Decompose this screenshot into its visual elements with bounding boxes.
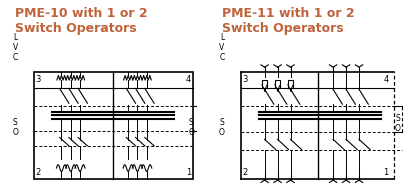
Text: S
O: S O — [188, 118, 194, 137]
Text: PME-10 with 1 or 2
Switch Operators: PME-10 with 1 or 2 Switch Operators — [15, 7, 148, 35]
Text: 2: 2 — [242, 168, 248, 177]
Bar — [34, 72, 193, 179]
Text: L
V
C: L V C — [12, 33, 18, 62]
Text: S
O: S O — [12, 118, 18, 137]
Bar — [288, 80, 293, 88]
Text: 4: 4 — [186, 75, 191, 84]
Text: L
V
C: L V C — [220, 33, 225, 62]
Text: 3: 3 — [242, 75, 248, 84]
Text: PME-11 with 1 or 2
Switch Operators: PME-11 with 1 or 2 Switch Operators — [222, 7, 355, 35]
Text: 4: 4 — [383, 75, 388, 84]
Text: S
O: S O — [219, 118, 225, 137]
Text: 2: 2 — [36, 168, 41, 177]
Bar — [262, 80, 267, 88]
Text: S
O: S O — [395, 114, 401, 133]
Text: 1: 1 — [383, 168, 388, 177]
Text: 3: 3 — [36, 75, 41, 84]
Bar — [275, 80, 281, 88]
Text: 1: 1 — [186, 168, 191, 177]
